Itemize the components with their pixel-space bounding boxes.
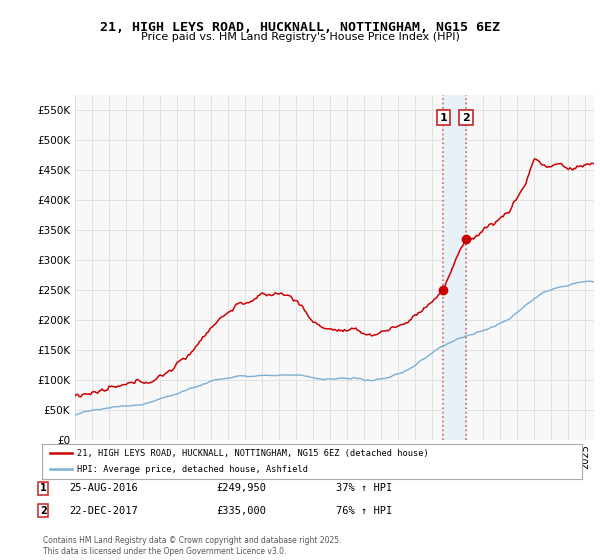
Text: 37% ↑ HPI: 37% ↑ HPI [336, 483, 392, 493]
Text: HPI: Average price, detached house, Ashfield: HPI: Average price, detached house, Ashf… [77, 465, 308, 474]
Text: £335,000: £335,000 [216, 506, 266, 516]
Text: 21, HIGH LEYS ROAD, HUCKNALL, NOTTINGHAM, NG15 6EZ (detached house): 21, HIGH LEYS ROAD, HUCKNALL, NOTTINGHAM… [77, 449, 429, 458]
Text: 2: 2 [462, 113, 470, 123]
Text: 1: 1 [439, 113, 447, 123]
Text: 25-AUG-2016: 25-AUG-2016 [69, 483, 138, 493]
Bar [443, 95, 466, 440]
Text: 1: 1 [40, 483, 47, 493]
Text: Price paid vs. HM Land Registry's House Price Index (HPI): Price paid vs. HM Land Registry's House … [140, 32, 460, 43]
Text: £249,950: £249,950 [216, 483, 266, 493]
Text: 21, HIGH LEYS ROAD, HUCKNALL, NOTTINGHAM, NG15 6EZ: 21, HIGH LEYS ROAD, HUCKNALL, NOTTINGHAM… [100, 21, 500, 34]
Text: 22-DEC-2017: 22-DEC-2017 [69, 506, 138, 516]
Text: 2: 2 [40, 506, 47, 516]
Text: Contains HM Land Registry data © Crown copyright and database right 2025.
This d: Contains HM Land Registry data © Crown c… [43, 536, 342, 556]
Text: 76% ↑ HPI: 76% ↑ HPI [336, 506, 392, 516]
